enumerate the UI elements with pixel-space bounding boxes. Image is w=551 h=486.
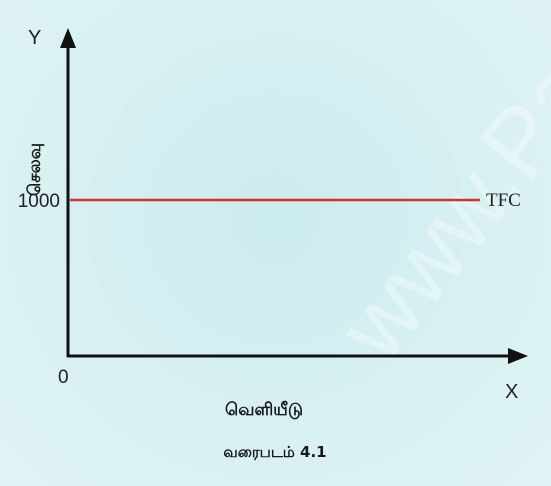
origin-label: 0 [58, 367, 69, 388]
y-axis-title: செலவு [25, 143, 45, 196]
figure-caption: வரைபடம் 4.1 [223, 443, 326, 461]
series-label-tfc: TFC [486, 190, 521, 211]
x-axis-letter: X [505, 381, 518, 403]
y-axis-letter: Y [28, 27, 41, 49]
y-tick-label: 1000 [18, 191, 60, 212]
x-axis-title: வெளியீடு [225, 400, 303, 420]
y-axis-arrow [60, 28, 76, 48]
x-axis-arrow [508, 348, 528, 364]
